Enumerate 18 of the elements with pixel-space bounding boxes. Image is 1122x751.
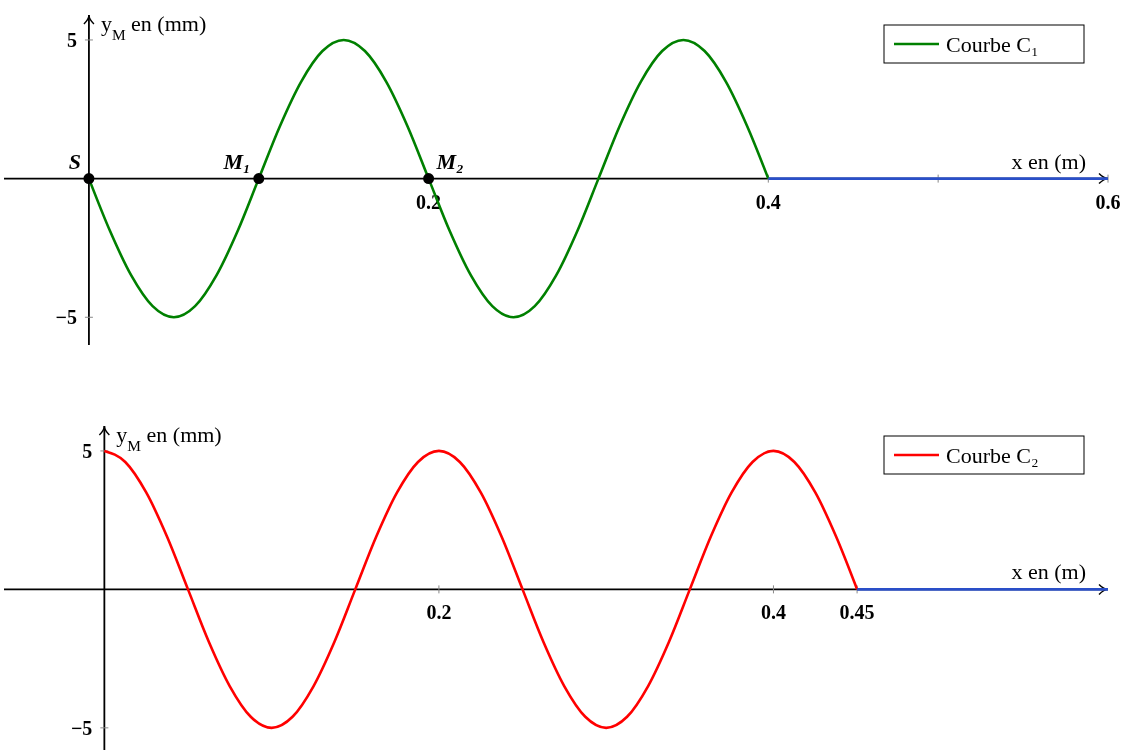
y-tick-label: −5 (70, 716, 93, 739)
x-axis-title: x en (m) (1011, 559, 1086, 585)
annotation: M₂ (435, 148, 464, 174)
x-tick-label: 0.45 (839, 601, 875, 624)
legend-label: Courbe C₁ (946, 32, 1039, 57)
x-tick-label: 0.6 (1095, 190, 1121, 213)
legend-label: Courbe C₂ (946, 443, 1039, 468)
y-tick-label: −5 (55, 306, 77, 329)
x-tick-label: 0.4 (755, 190, 781, 213)
x-tick-label: 0.2 (426, 601, 452, 624)
y-axis-title: y$_{M}$ en (mm) (100, 11, 207, 43)
y-tick-label: 5 (66, 28, 77, 51)
y-axis-title: y$_{M}$ en (mm) (116, 422, 222, 454)
y-tick-label: 5 (82, 439, 93, 462)
annotation: M₁ (222, 148, 251, 174)
x-axis-title: x en (m) (1011, 148, 1086, 174)
annotation: S (68, 148, 81, 174)
x-tick-label: 0.4 (760, 601, 786, 624)
